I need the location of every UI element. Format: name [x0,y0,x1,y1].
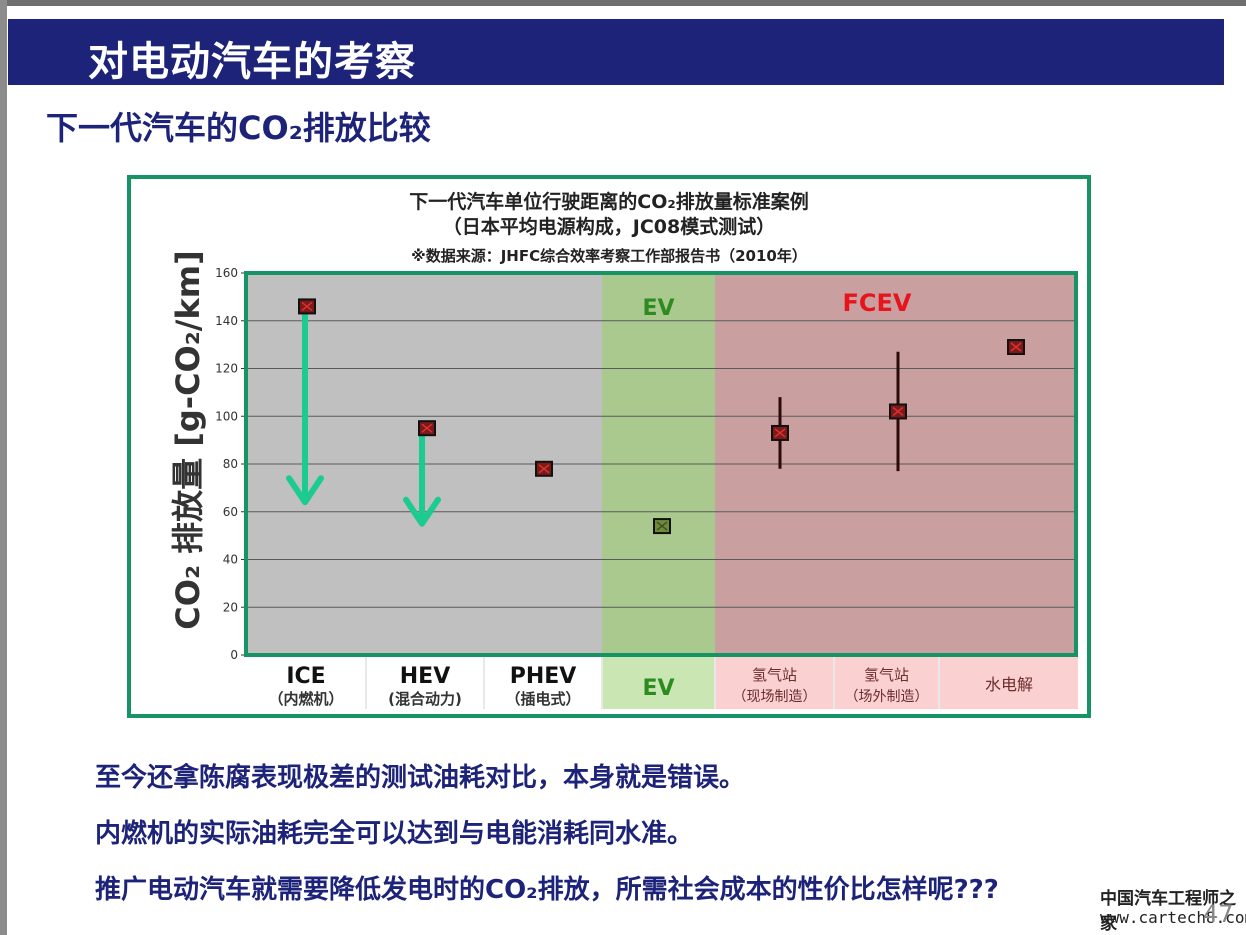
bullet-3: 推广电动汽车就需要降低发电时的CO₂排放，所需社会成本的性价比怎样呢??? [95,875,999,905]
category-box [485,657,601,709]
category-label: ICE [286,664,325,689]
category-label: PHEV [510,664,577,689]
category-box [247,657,365,709]
ev-region-label: EV [642,296,674,321]
data-marker-cross [1010,342,1022,352]
category-label: 氢气站 [864,666,909,684]
y-tick-label: 120 [215,362,238,376]
category-sublabel: （场外制造） [845,689,929,705]
data-marker-cross [538,464,550,474]
reduction-arrow-head [403,496,441,527]
slide-title: 对电动汽车的考察 [88,39,416,85]
y-tick-label: 20 [223,600,238,614]
category-box [603,657,714,709]
top-border [0,0,1246,6]
y-tick-label: 160 [215,266,238,280]
category-label: 氢气站 [752,666,797,684]
bullet-2: 内燃机的实际油耗完全可以达到与电能消耗同水准。 [95,819,694,849]
left-border [0,0,7,935]
y-tick-label: 140 [215,314,238,328]
data-marker-cross [421,423,433,433]
category-label: EV [642,676,674,701]
y-tick-label: 40 [223,553,238,567]
fcev-region-label: FCEV [843,289,912,317]
data-marker-cross [774,428,786,438]
slide-title-bar: 对电动汽车的考察 [8,19,1224,85]
category-sublabel: （内燃机） [268,690,343,708]
plot-border [244,271,1078,657]
category-sublabel: (混合动力) [388,690,462,708]
chart-title-line1: 下一代汽车单位行驶距离的CO₂排放量标准案例 [409,191,809,213]
category-sublabel: （现场制造） [733,689,817,705]
chart-source: ※数据来源：JHFC综合效率考察工作部报告书（2010年） [411,247,807,265]
data-marker-cross [892,406,904,417]
category-label: HEV [400,664,450,689]
y-tick-label: 80 [223,457,238,471]
category-box [367,657,483,709]
data-marker-cross [656,521,668,531]
y-tick-label: 100 [215,409,238,423]
reduction-arrow-head [286,475,324,506]
watermark: 中国汽车工程师之家 [1100,889,1236,934]
category-box [716,657,833,709]
page-number: 47 [1203,900,1234,928]
watermark-url: www.cartech8.com [1100,908,1246,927]
category-box [940,657,1078,709]
category-sublabel: （插电式） [505,690,580,708]
category-box [835,657,938,709]
chart-title-line2: （日本平均电源构成，JC08模式测试） [442,216,776,238]
data-marker-cross [301,301,313,312]
bullet-1: 至今还拿陈腐表现极差的测试油耗对比，本身就是错误。 [95,763,746,793]
category-label: 水电解 [985,675,1033,694]
y-axis-label: CO₂ 排放量 [g-CO₂/km] [169,250,207,630]
slide-subtitle: 下一代汽车的CO₂排放比较 [46,109,431,147]
y-tick-label: 0 [230,648,238,662]
y-tick-label: 60 [223,505,238,519]
